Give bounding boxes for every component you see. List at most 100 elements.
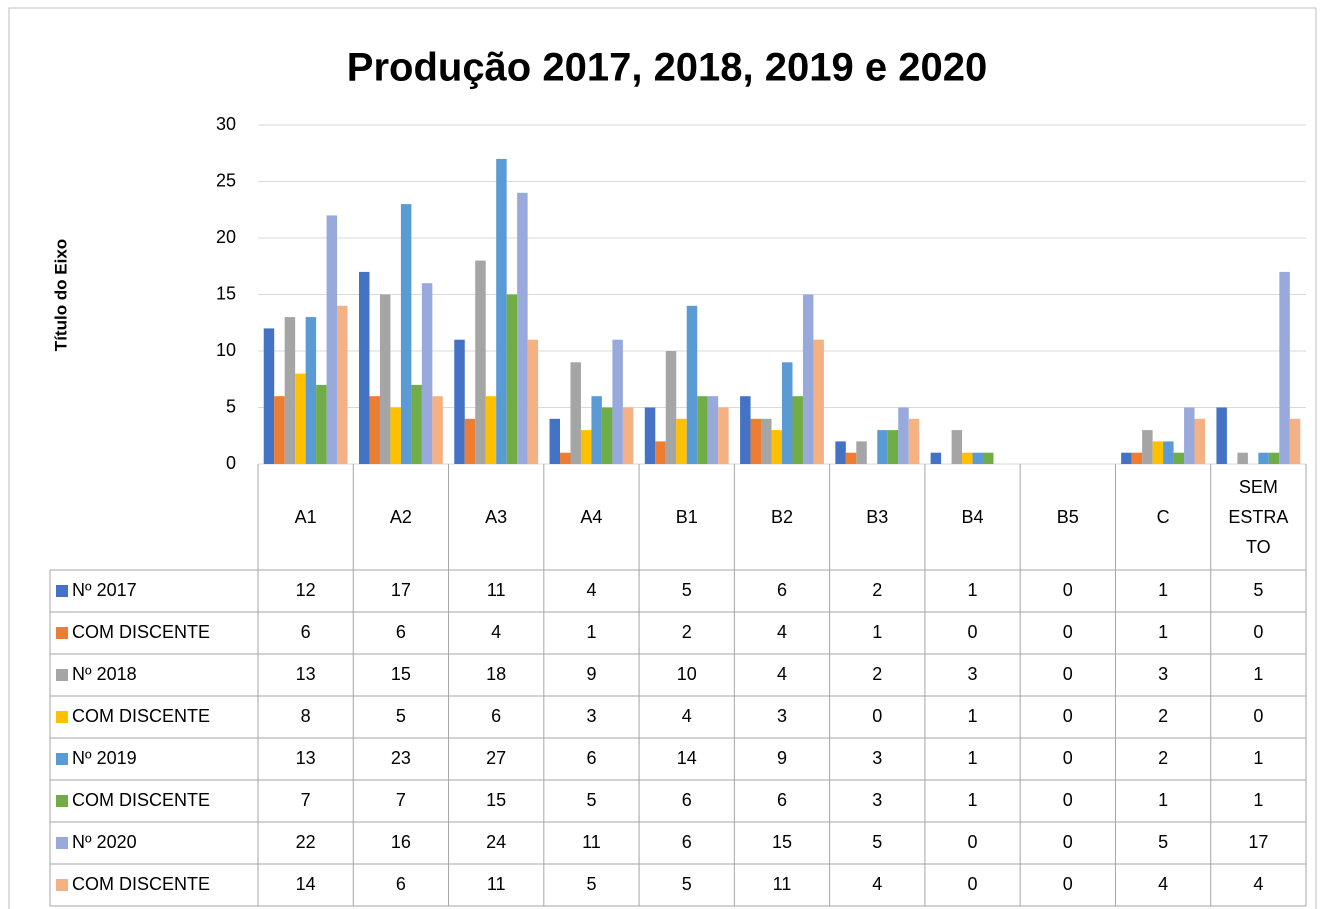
bar	[792, 396, 803, 464]
legend-label: Nº 2019	[72, 748, 137, 768]
bar	[813, 339, 824, 464]
bar	[835, 441, 846, 464]
table-value: 1	[872, 622, 882, 642]
table-value: 1	[1158, 622, 1168, 642]
table-value: 9	[777, 748, 787, 768]
legend-label: COM DISCENTE	[72, 874, 210, 894]
category-cell: A3	[485, 507, 508, 527]
bar	[1289, 418, 1301, 464]
bar	[1152, 441, 1164, 464]
bar	[845, 452, 857, 464]
table-value: 11	[487, 874, 506, 894]
table-value: 11	[773, 874, 792, 894]
table-value: 5	[682, 580, 692, 600]
x-tick-label: A1	[294, 507, 317, 527]
table-value: 10	[677, 664, 697, 684]
bar	[1121, 452, 1132, 464]
bar	[295, 373, 306, 464]
bar	[570, 362, 581, 464]
table-value: 1	[1253, 748, 1263, 768]
bar	[560, 452, 571, 464]
table-value: 2	[1158, 706, 1168, 726]
bar	[1279, 271, 1290, 464]
x-tick-label: A3	[485, 507, 508, 527]
table-value: 6	[491, 706, 501, 726]
table-value: 5	[396, 706, 406, 726]
table-value: 6	[777, 580, 787, 600]
table-value: 8	[301, 706, 311, 726]
bar	[622, 407, 634, 464]
table-value: 5	[586, 874, 596, 894]
table-value: 22	[296, 832, 316, 852]
table-value: 1	[1158, 580, 1168, 600]
table-value: 1	[586, 622, 596, 642]
bar	[1173, 452, 1185, 464]
bar	[1216, 407, 1227, 464]
table-value: 6	[586, 748, 596, 768]
bar	[856, 441, 867, 464]
table-value: 17	[391, 580, 411, 600]
table-value: 7	[396, 790, 406, 810]
bar	[697, 396, 708, 464]
table-value: 4	[682, 706, 692, 726]
table-value: 3	[872, 790, 882, 810]
x-tick-label: SEM ESTRATO	[1228, 477, 1289, 557]
legend-key	[56, 795, 68, 807]
table-value: 12	[296, 580, 316, 600]
bar	[655, 441, 666, 464]
table-value: 5	[872, 832, 882, 852]
bar	[802, 294, 814, 464]
legend-label: COM DISCENTE	[72, 706, 210, 726]
table-value: 11	[582, 832, 601, 852]
y-tick-label: 5	[226, 396, 236, 416]
bar	[454, 339, 465, 464]
category-cell: B5	[1056, 507, 1079, 527]
bar	[305, 317, 317, 464]
table-value: 1	[968, 706, 978, 726]
table-value: 18	[486, 664, 506, 684]
table-value: 27	[486, 748, 506, 768]
bar	[421, 283, 433, 464]
table-value: 4	[491, 622, 501, 642]
bar	[983, 452, 994, 464]
bar	[464, 418, 476, 464]
bar	[1268, 452, 1280, 464]
bar	[284, 317, 296, 464]
bar	[400, 204, 412, 464]
table-value: 3	[968, 664, 978, 684]
bar	[612, 339, 623, 464]
bar	[676, 418, 687, 464]
bar	[390, 407, 401, 464]
x-tick-label: B5	[1056, 507, 1079, 527]
table-value: 1	[1253, 664, 1263, 684]
bar	[686, 305, 698, 464]
table-value: 0	[1063, 664, 1073, 684]
x-tick-label: B2	[770, 507, 793, 527]
table-value: 0	[968, 622, 978, 642]
legend-label: Nº 2020	[72, 832, 137, 852]
bar	[1163, 441, 1174, 464]
table-value: 17	[1248, 832, 1268, 852]
table-value: 1	[1158, 790, 1168, 810]
category-cell: A4	[580, 507, 602, 527]
table-value: 4	[777, 664, 787, 684]
table-value: 14	[677, 748, 697, 768]
category-cell: A2	[390, 507, 412, 527]
x-tick-label: C	[1156, 507, 1170, 527]
bar	[951, 430, 963, 464]
table-value: 0	[968, 874, 978, 894]
y-tick-label: 15	[216, 283, 236, 303]
table-value: 9	[586, 664, 596, 684]
table-value: 4	[586, 580, 596, 600]
table-value: 2	[872, 580, 882, 600]
bar	[369, 396, 380, 464]
table-value: 23	[391, 748, 411, 768]
x-tick-label: B3	[866, 507, 889, 527]
legend-key	[56, 753, 68, 765]
bar	[771, 430, 782, 464]
category-cell: SEM ESTRATO	[1228, 477, 1289, 557]
category-cell: B2	[770, 507, 793, 527]
bar	[432, 396, 443, 464]
table-value: 0	[1063, 874, 1073, 894]
